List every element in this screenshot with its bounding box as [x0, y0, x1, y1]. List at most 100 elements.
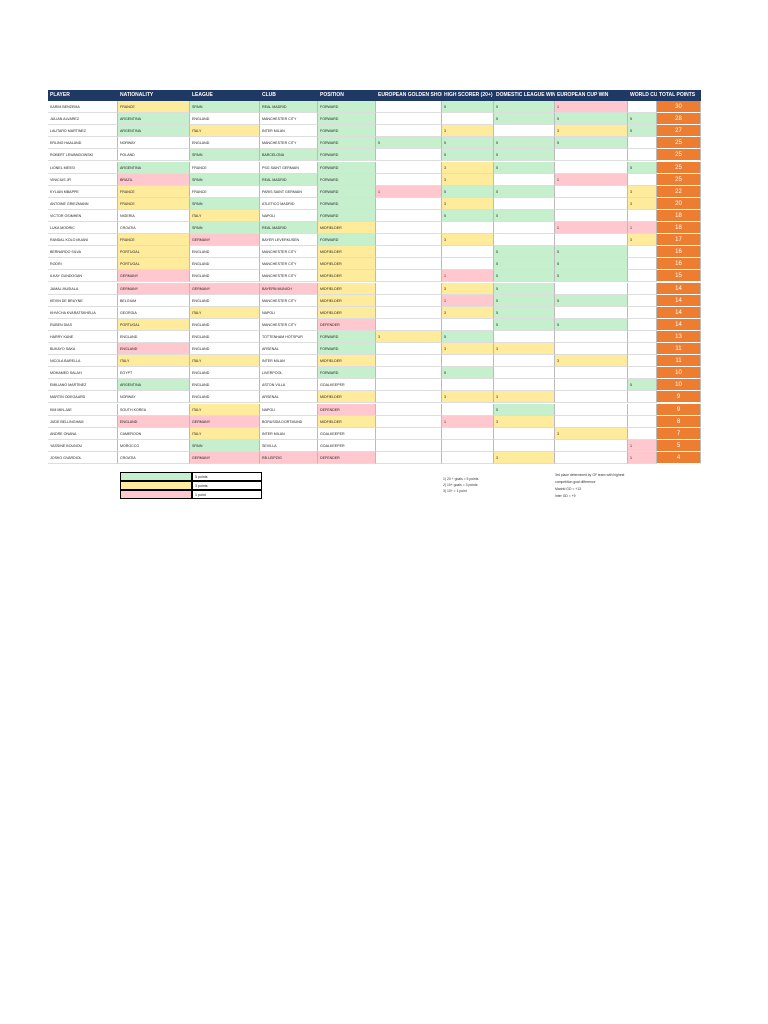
- table-cell: ENGLAND: [190, 270, 260, 283]
- table-cell: 5: [555, 258, 628, 271]
- total-cell: 15: [657, 270, 701, 283]
- table-cell: FRANCE: [118, 101, 190, 114]
- table-cell: NORWAY: [118, 137, 190, 150]
- table-cell: 5: [494, 306, 555, 319]
- table-cell: [628, 294, 657, 307]
- table-cell: [555, 209, 628, 222]
- table-cell: ENGLAND: [118, 330, 190, 343]
- legend-swatch: [120, 490, 192, 499]
- table-cell: KEVIN DE BRUYNE: [48, 294, 118, 307]
- note: 2) 10+ goals = 3 points: [443, 483, 478, 487]
- table-cell: EMILIANO MARTINEZ: [48, 379, 118, 392]
- table-cell: [376, 258, 442, 271]
- table-cell: MANCHESTER CITY: [260, 113, 318, 126]
- table-cell: ATLETICO MADRID: [260, 197, 318, 210]
- table-cell: 5: [442, 101, 494, 114]
- table-cell: ENGLAND: [190, 137, 260, 150]
- table-cell: [555, 379, 628, 392]
- legend-swatch: [120, 472, 192, 481]
- note: 3rd place determined by GF team with hig…: [555, 473, 625, 477]
- total-cell: 9: [657, 403, 701, 416]
- table-cell: GERMANY: [190, 415, 260, 428]
- header-cell: NATIONALITY: [118, 90, 190, 101]
- table-cell: [555, 234, 628, 247]
- table-cell: 5: [555, 270, 628, 283]
- table-cell: PORTUGAL: [118, 258, 190, 271]
- table-cell: [494, 379, 555, 392]
- table-cell: [442, 113, 494, 126]
- table-cell: 5: [494, 137, 555, 150]
- table-cell: [555, 306, 628, 319]
- header-cell: EUROPEAN CUP WIN: [555, 90, 628, 101]
- table-cell: 5: [442, 149, 494, 162]
- table-cell: FRANCE: [118, 197, 190, 210]
- table-cell: MIDFIELDER: [318, 258, 376, 271]
- table-cell: DEFENDER: [318, 318, 376, 331]
- table-cell: [555, 282, 628, 295]
- table-cell: ARSENAL: [260, 391, 318, 404]
- table-cell: 5: [494, 270, 555, 283]
- table-cell: NICOLA BARELLA: [48, 355, 118, 368]
- table-cell: RANDAL KOLO MUANI: [48, 234, 118, 247]
- table-cell: PORTUGAL: [118, 246, 190, 259]
- table-cell: YASSINE BOUNOU: [48, 439, 118, 452]
- table-cell: 1: [628, 451, 657, 464]
- table-cell: ANTOINE GRIEZMANN: [48, 197, 118, 210]
- total-cell: 25: [657, 173, 701, 186]
- total-cell: 13: [657, 330, 701, 343]
- table-cell: BUKAYO SAKA: [48, 343, 118, 356]
- table-cell: GOALKEEPER: [318, 379, 376, 392]
- table-cell: [555, 439, 628, 452]
- total-cell: 27: [657, 125, 701, 138]
- table-cell: [442, 379, 494, 392]
- table-cell: BRAZIL: [118, 173, 190, 186]
- table-cell: [628, 427, 657, 440]
- table-cell: MOROCCO: [118, 439, 190, 452]
- table-cell: 3: [376, 330, 442, 343]
- table-cell: FRANCE: [190, 161, 260, 174]
- total-cell: 18: [657, 222, 701, 235]
- table-cell: [442, 258, 494, 271]
- legend-label: 3 points: [192, 481, 262, 490]
- table-cell: 5: [555, 137, 628, 150]
- table-cell: 5: [494, 149, 555, 162]
- table-cell: ENGLAND: [190, 367, 260, 380]
- table-cell: [628, 343, 657, 356]
- header-cell: HIGH SCORER (20+): [442, 90, 494, 101]
- table-cell: 5: [628, 113, 657, 126]
- table-cell: KIM MIN-JAE: [48, 403, 118, 416]
- table-cell: 3: [442, 197, 494, 210]
- note: 1) 20 + goals = 5 points: [443, 477, 479, 481]
- table-cell: ENGLAND: [118, 415, 190, 428]
- table-cell: [376, 270, 442, 283]
- total-cell: 17: [657, 234, 701, 247]
- table-cell: ITALY: [118, 355, 190, 368]
- table-cell: [628, 367, 657, 380]
- total-cell: 28: [657, 113, 701, 126]
- table-cell: [494, 367, 555, 380]
- table-cell: [376, 125, 442, 138]
- table-cell: SOUTH KOREA: [118, 403, 190, 416]
- total-cell: 30: [657, 101, 701, 114]
- table-cell: RB LEIPZIG: [260, 451, 318, 464]
- table-cell: JULIAN ALVAREZ: [48, 113, 118, 126]
- table-cell: CAMEROON: [118, 427, 190, 440]
- table-cell: MANCHESTER CITY: [260, 137, 318, 150]
- table-cell: [376, 209, 442, 222]
- table-cell: PSG SAINT GERMAIN: [260, 161, 318, 174]
- table-cell: BORUSSIA DORTMUND: [260, 415, 318, 428]
- table-cell: FRANCE: [118, 234, 190, 247]
- table-cell: [376, 379, 442, 392]
- table-cell: GOALKEEPER: [318, 427, 376, 440]
- legend-label: 1 point: [192, 490, 262, 499]
- table-cell: GERMANY: [190, 282, 260, 295]
- table-cell: LIONEL MESSI: [48, 161, 118, 174]
- total-cell: 11: [657, 355, 701, 368]
- table-cell: [442, 439, 494, 452]
- table-cell: FORWARD: [318, 137, 376, 150]
- table-cell: [555, 391, 628, 404]
- table-cell: MIDFIELDER: [318, 415, 376, 428]
- table-cell: [555, 149, 628, 162]
- total-cell: 25: [657, 149, 701, 162]
